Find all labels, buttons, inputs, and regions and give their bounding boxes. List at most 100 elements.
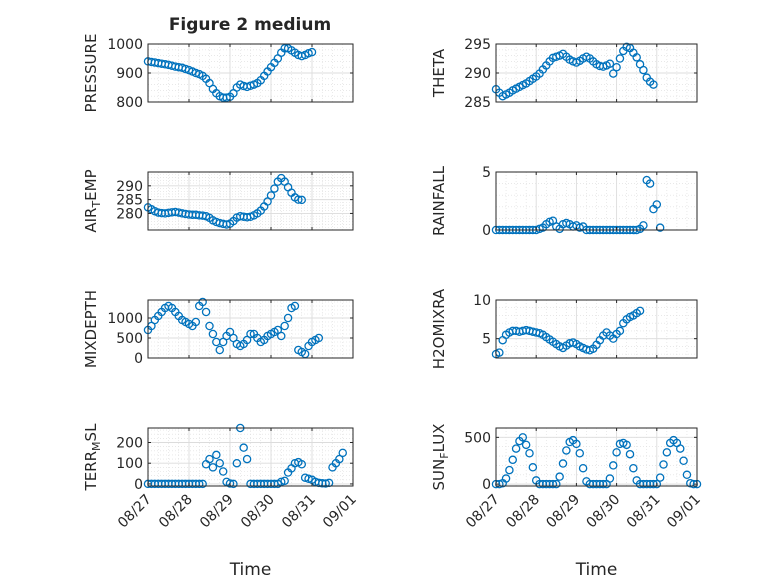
data-point: [676, 444, 685, 453]
data-point: [632, 53, 641, 62]
x-axis-label: Time: [229, 560, 272, 580]
data-point: [232, 458, 242, 468]
y-tick-label: 0: [134, 351, 143, 367]
data-point: [205, 321, 214, 331]
data-point: [609, 69, 618, 78]
data-point: [625, 449, 635, 459]
data-point: [609, 461, 618, 470]
data-point: [639, 221, 648, 230]
data-point: [239, 443, 248, 452]
y-tick-label: 290: [464, 66, 491, 82]
data-point: [682, 470, 692, 480]
data-point: [605, 59, 615, 68]
data-point: [558, 459, 568, 468]
y-tick-label: 280: [116, 206, 143, 222]
data-point: [505, 465, 514, 475]
data-point: [294, 195, 303, 204]
data-point: [511, 444, 521, 453]
data-point: [605, 474, 615, 483]
data-point: [615, 326, 625, 336]
data-point: [201, 459, 211, 469]
data-point: [578, 463, 588, 473]
data-point: [242, 454, 252, 464]
data-point: [218, 467, 228, 476]
x-tick-label: 09/01: [320, 492, 360, 532]
y-axis-label: PRESSURE: [82, 34, 100, 113]
data-point: [639, 65, 648, 75]
y-tick-label: 0: [482, 477, 491, 493]
data-point: [521, 440, 531, 450]
data-point: [548, 479, 558, 489]
data-point: [304, 474, 313, 483]
data-point: [191, 317, 201, 327]
data-point: [314, 333, 324, 343]
data-point: [283, 313, 293, 323]
data-point: [655, 473, 665, 482]
y-axis-label: RAINFALL: [430, 165, 448, 236]
data-point: [225, 479, 235, 488]
data-point: [335, 454, 344, 464]
data-point: [222, 220, 231, 229]
data-point: [198, 479, 207, 489]
data-point: [518, 433, 528, 442]
data-point: [201, 307, 211, 317]
axes-box: [495, 427, 698, 487]
y-axis-label: MIXDEPTH: [82, 290, 100, 368]
data-point: [297, 195, 306, 205]
x-tick-label: 09/01: [664, 492, 704, 532]
data-point: [266, 191, 276, 200]
data-point: [246, 329, 255, 339]
data-point: [222, 93, 231, 102]
y-tick-label: 285: [116, 193, 143, 209]
y-tick-label: 900: [116, 66, 143, 82]
data-point: [612, 62, 621, 72]
data-point: [276, 477, 286, 487]
data-point: [194, 479, 204, 489]
y-tick-label: 200: [116, 436, 143, 452]
x-tick-label: 08/31: [624, 492, 664, 532]
y-tick-label: 10: [473, 293, 491, 309]
data-point: [528, 463, 538, 472]
axes-box: [147, 171, 354, 231]
y-tick-label: 0: [482, 223, 491, 239]
data-point: [572, 439, 581, 449]
chart-theta: 285 290 295 THETA: [430, 37, 698, 111]
data-point: [662, 448, 672, 457]
chart-h2omixra: 5 10 H2OMIXRA: [430, 288, 698, 369]
x-tick-label: 08/29: [543, 492, 583, 532]
x-tick-label: 08/27: [463, 492, 503, 532]
data-point: [212, 450, 221, 460]
y-tick-label: 295: [464, 37, 491, 53]
data-point: [562, 446, 571, 455]
y-axis-label: SUNFLUX: [430, 424, 451, 491]
data-point: [276, 331, 286, 341]
y-tick-label: 1000: [107, 311, 143, 327]
data-point: [208, 329, 218, 339]
data-point: [280, 476, 289, 486]
figure-title: Figure 2 medium: [169, 15, 331, 35]
x-axis-label: Time: [575, 560, 618, 580]
data-point: [612, 448, 621, 457]
x-tick-label: 08/29: [197, 492, 237, 532]
y-tick-label: 0: [134, 477, 143, 493]
y-tick-label: 500: [116, 331, 143, 347]
data-point: [501, 474, 511, 483]
axes-box: [147, 299, 354, 359]
y-tick-label: 1000: [107, 37, 143, 53]
x-tick-label: 08/27: [115, 492, 155, 532]
y-axis-label: TERRMSL: [82, 423, 103, 492]
y-tick-label: 290: [116, 179, 143, 195]
data-point: [652, 479, 662, 489]
data-point: [297, 459, 306, 469]
data-point: [290, 301, 300, 311]
data-point: [652, 200, 662, 209]
data-point: [635, 306, 645, 316]
x-tick-label: 08/28: [156, 492, 196, 532]
y-tick-label: 800: [116, 95, 143, 111]
chart-rainfall: 0 5 RAINFALL: [430, 165, 698, 239]
data-point: [659, 460, 668, 469]
data-point: [321, 479, 330, 488]
data-point: [215, 458, 224, 468]
